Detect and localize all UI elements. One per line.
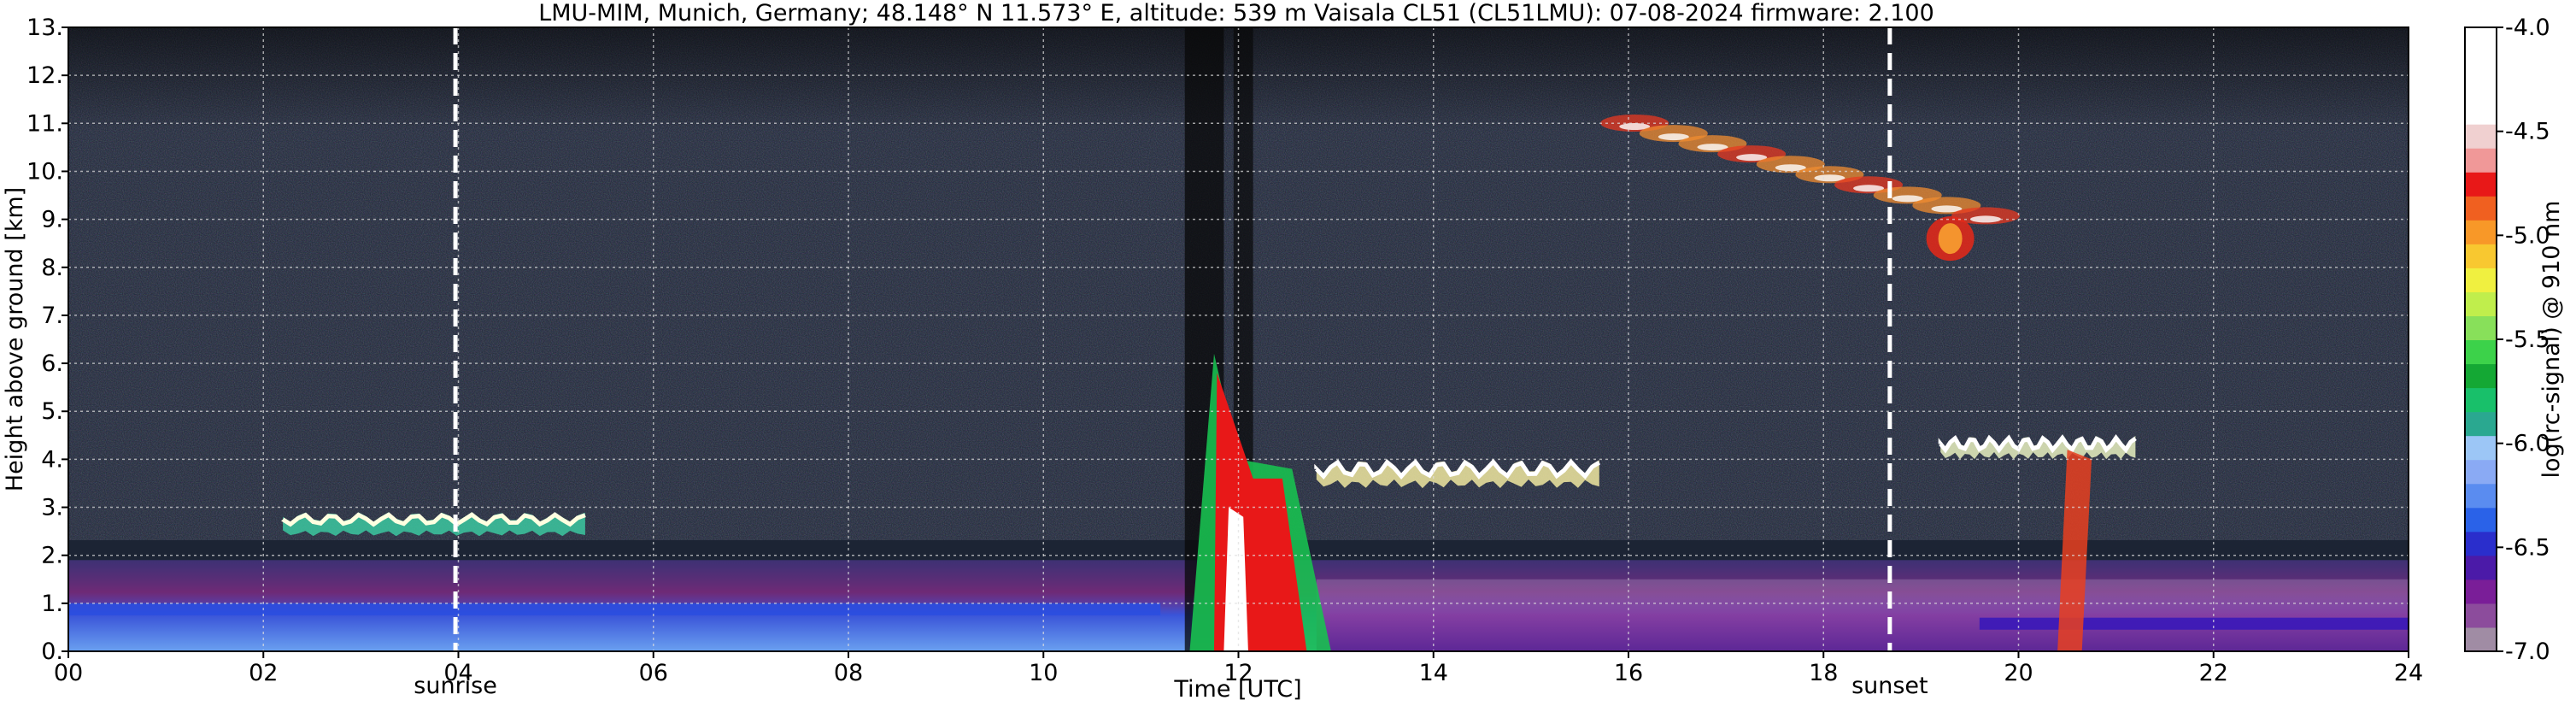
y-tick-label: 13. [26,15,63,41]
features-layer [68,27,2409,651]
x-axis-label: Time [UTC] [1173,676,1301,703]
x-tick-label: 04 [443,660,472,686]
y-tick-label: 6. [41,350,63,377]
marker-label-sunset: sunset [1851,673,1928,699]
colorbar-swatch [2465,291,2497,316]
chart-title: LMU-MIM, Munich, Germany; 48.148° N 11.5… [538,0,1934,26]
colorbar-ticks: -4.0 -4.5 -5.0 -5.5 -6.0 -6.5 -7.0 [2497,15,2550,665]
colorbar-swatch [2465,387,2497,413]
y-tick-label: 8. [41,255,63,281]
colorbar-label: log(rc-signal) @ 910 nm [2538,201,2565,479]
x-tick-label: 00 [54,660,83,686]
colorbar-tick-label: -6.5 [2505,534,2550,561]
colorbar-swatch [2465,339,2497,365]
colorbar-swatch [2465,411,2497,437]
colorbar-swatches [2465,27,2497,652]
colorbar-tick-label: -5.0 [2505,222,2550,249]
colorbar-swatch [2465,220,2497,244]
colorbar-swatch [2465,627,2497,652]
y-tick-label: 0. [41,638,63,665]
x-tick-label: 10 [1029,660,1058,686]
feature-morning-cloud [281,512,586,537]
y-axis-label: Height above ground [km] [2,187,28,491]
colorbar-swatch [2465,459,2497,485]
colorbar-swatch [2465,315,2497,341]
feature-cirrus [1600,115,2021,262]
feature-evening-layer [1979,617,2409,630]
feature-evening-cloud [1938,434,2137,460]
x-tick-label: 22 [2199,660,2228,686]
sun-markers [453,27,1892,651]
colorbar-swatch [2465,507,2497,532]
colorbar-swatch [2465,363,2497,389]
y-axis-ticks: 0. 1. 2. 3. 4. 5. 6. 7. 8. 9. 10. 11. 12. 13. [26,15,68,665]
plot-area [67,26,2409,652]
x-tick-label: 02 [249,660,278,686]
y-tick-label: 4. [41,446,63,473]
colorbar-tick-label: -6.0 [2505,431,2550,457]
x-tick-label: 12 [1223,660,1253,686]
colorbar-tick-label: -4.5 [2505,119,2550,145]
x-tick-label: 24 [2394,660,2423,686]
colorbar-swatch [2465,172,2497,197]
y-tick-label: 10. [26,158,63,185]
colorbar-swatch [2465,435,2497,461]
colorbar-tick-label: -5.5 [2505,327,2550,353]
colorbar-swatch [2465,603,2497,628]
colorbar-swatch [2465,483,2497,509]
y-tick-label: 12. [26,62,63,89]
colorbar-swatch [2465,244,2497,268]
colorbar: -4.0 -4.5 -5.0 -5.5 -6.0 -6.5 -7.0 log(rc-sign… [2464,15,2565,665]
colorbar-swatch [2465,268,2497,292]
x-axis-ticks: sunrise sunset 00 02 04 06 08 10 12 14 16 18 20 22 24 [54,651,2423,699]
y-tick-label: 11. [26,110,63,137]
colorbar-swatch [2465,124,2497,149]
feature-boundary-layer-afternoon [1316,579,2409,651]
colorbar-swatch [2465,555,2497,580]
colorbar-tick-label: -7.0 [2505,638,2550,665]
y-tick-label: 9. [41,207,63,233]
y-tick-label: 7. [41,303,63,329]
colorbar-swatch [2465,531,2497,556]
colorbar-swatch [2465,196,2497,221]
x-tick-label: 20 [2004,660,2033,686]
x-tick-label: 18 [1809,660,1838,686]
y-tick-label: 2. [41,543,63,569]
marker-label-sunrise: sunrise [414,673,497,699]
colorbar-swatch [2465,148,2497,173]
colorbar-tick-label: -4.0 [2505,15,2550,41]
feature-residual-layer [68,603,1161,615]
colorbar-swatch [2465,100,2497,125]
y-tick-label: 5. [41,398,63,425]
y-tick-label: 3. [41,495,63,521]
x-tick-label: 08 [834,660,863,686]
grid-lines [68,27,2409,651]
colorbar-swatch [2465,579,2497,604]
y-tick-label: 1. [41,591,63,617]
feature-afternoon-cumulus [1314,458,1601,489]
x-tick-label: 16 [1614,660,1643,686]
x-tick-label: 14 [1419,660,1448,686]
x-tick-label: 06 [639,660,668,686]
